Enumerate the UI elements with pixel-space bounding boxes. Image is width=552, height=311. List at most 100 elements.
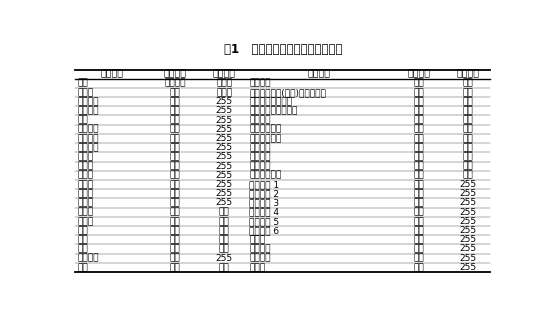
- Text: 病原科: 病原科: [78, 180, 94, 189]
- Text: 抗病品种应用: 抗病品种应用: [249, 134, 282, 143]
- Text: 采集时间: 采集时间: [249, 254, 270, 263]
- Text: 备注: 备注: [169, 217, 181, 226]
- Text: 无限: 无限: [463, 143, 474, 152]
- Text: 文本: 文本: [169, 152, 181, 161]
- Text: 255: 255: [216, 162, 233, 171]
- Text: 物理防治: 物理防治: [249, 143, 270, 152]
- Text: 病原物的越冬(越夏)方式及场所: 病原物的越冬(越夏)方式及场所: [249, 88, 326, 97]
- Text: 255: 255: [216, 97, 233, 106]
- Text: 病原纲: 病原纲: [78, 162, 94, 171]
- Text: 病害类型: 病害类型: [78, 134, 99, 143]
- Text: 无限: 无限: [463, 116, 474, 125]
- Text: 病原属: 病原属: [78, 189, 94, 198]
- Text: 文本: 文本: [413, 208, 424, 217]
- Text: 文本: 文本: [169, 116, 181, 125]
- Text: 文本: 文本: [413, 180, 424, 189]
- Text: 255: 255: [460, 217, 477, 226]
- Text: 文本: 文本: [169, 106, 181, 115]
- Text: 数字: 数字: [169, 88, 181, 97]
- Text: 中文名称: 中文名称: [78, 97, 99, 106]
- Text: 无限: 无限: [219, 235, 230, 244]
- Text: 无限: 无限: [463, 162, 474, 171]
- Text: 病原类型: 病原类型: [78, 143, 99, 152]
- Text: 文本: 文本: [413, 235, 424, 244]
- Text: 文本: 文本: [413, 254, 424, 263]
- Text: 无限: 无限: [219, 263, 230, 272]
- Text: 255: 255: [216, 125, 233, 134]
- Text: 病害初侵染和再侵染: 病害初侵染和再侵染: [249, 106, 298, 115]
- Text: 255: 255: [460, 226, 477, 235]
- Text: 255: 255: [216, 189, 233, 198]
- Text: 备注: 备注: [413, 88, 424, 97]
- Text: 255: 255: [460, 208, 477, 217]
- Text: 文本: 文本: [169, 143, 181, 152]
- Text: 备注: 备注: [413, 97, 424, 106]
- Text: 有性型: 有性型: [78, 217, 94, 226]
- Text: 无限: 无限: [463, 134, 474, 143]
- Text: 字段类型: 字段类型: [407, 70, 431, 79]
- Text: 255: 255: [216, 143, 233, 152]
- Text: 255: 255: [216, 134, 233, 143]
- Text: 255: 255: [216, 116, 233, 125]
- Text: 文本: 文本: [413, 198, 424, 207]
- Text: 相关图片 3: 相关图片 3: [249, 198, 279, 207]
- Text: 采集地点: 采集地点: [249, 244, 270, 253]
- Text: 无限: 无限: [219, 244, 230, 253]
- Text: 备注: 备注: [169, 244, 181, 253]
- Text: 文本: 文本: [169, 180, 181, 189]
- Text: 病原门: 病原门: [78, 152, 94, 161]
- Text: 无限: 无限: [463, 97, 474, 106]
- Text: 文本: 文本: [169, 189, 181, 198]
- Text: 文本: 文本: [169, 171, 181, 180]
- Text: 自动编号: 自动编号: [164, 79, 186, 88]
- Text: 标本号: 标本号: [78, 88, 94, 97]
- Text: 字段名称: 字段名称: [307, 70, 331, 79]
- Text: 病原目: 病原目: [78, 171, 94, 180]
- Text: 255: 255: [216, 198, 233, 207]
- Text: 备注: 备注: [413, 143, 424, 152]
- Text: 病原种: 病原种: [78, 198, 94, 207]
- Text: 备注: 备注: [169, 226, 181, 235]
- Text: 字段名称: 字段名称: [100, 70, 123, 79]
- Text: 保存地点: 保存地点: [78, 125, 99, 134]
- Text: 无限: 无限: [219, 217, 230, 226]
- Text: 字段大小: 字段大小: [457, 70, 480, 79]
- Text: 255: 255: [460, 263, 477, 272]
- Text: 备注: 备注: [169, 235, 181, 244]
- Text: 255: 255: [216, 152, 233, 161]
- Text: 备注: 备注: [413, 171, 424, 180]
- Text: 字段大小: 字段大小: [213, 70, 236, 79]
- Text: 采集人: 采集人: [249, 235, 266, 244]
- Text: 文本: 文本: [169, 134, 181, 143]
- Text: 备注: 备注: [413, 116, 424, 125]
- Text: 字段类型: 字段类型: [163, 70, 187, 79]
- Text: 长整型: 长整型: [216, 79, 232, 88]
- Text: 255: 255: [460, 235, 477, 244]
- Text: 化学防治: 化学防治: [249, 162, 270, 171]
- Text: 无限: 无限: [219, 208, 230, 217]
- Text: 文本: 文本: [413, 217, 424, 226]
- Text: 255: 255: [216, 171, 233, 180]
- Text: 备注: 备注: [413, 162, 424, 171]
- Text: 别名: 别名: [78, 116, 89, 125]
- Text: 255: 255: [460, 254, 477, 263]
- Text: 侵染途径: 侵染途径: [249, 79, 270, 88]
- Text: 林业资术情报: 林业资术情报: [249, 125, 282, 134]
- Text: 编号: 编号: [78, 79, 89, 88]
- Text: 255: 255: [216, 254, 233, 263]
- Text: 相关图片 5: 相关图片 5: [249, 217, 279, 226]
- Text: 鉴定人: 鉴定人: [249, 263, 266, 272]
- Text: 255: 255: [216, 180, 233, 189]
- Text: 备注: 备注: [413, 134, 424, 143]
- Text: 备注: 备注: [413, 152, 424, 161]
- Text: 英文名称: 英文名称: [78, 106, 99, 115]
- Text: 文本: 文本: [169, 97, 181, 106]
- Text: 备注: 备注: [169, 208, 181, 217]
- Text: 文本: 文本: [413, 244, 424, 253]
- Text: 相关图片 4: 相关图片 4: [249, 208, 279, 217]
- Text: 发病环境条件: 发病环境条件: [249, 171, 282, 180]
- Text: 相关图片 2: 相关图片 2: [249, 189, 279, 198]
- Text: 备注: 备注: [413, 125, 424, 134]
- Text: 生物防治: 生物防治: [249, 152, 270, 161]
- Text: 备注: 备注: [413, 79, 424, 88]
